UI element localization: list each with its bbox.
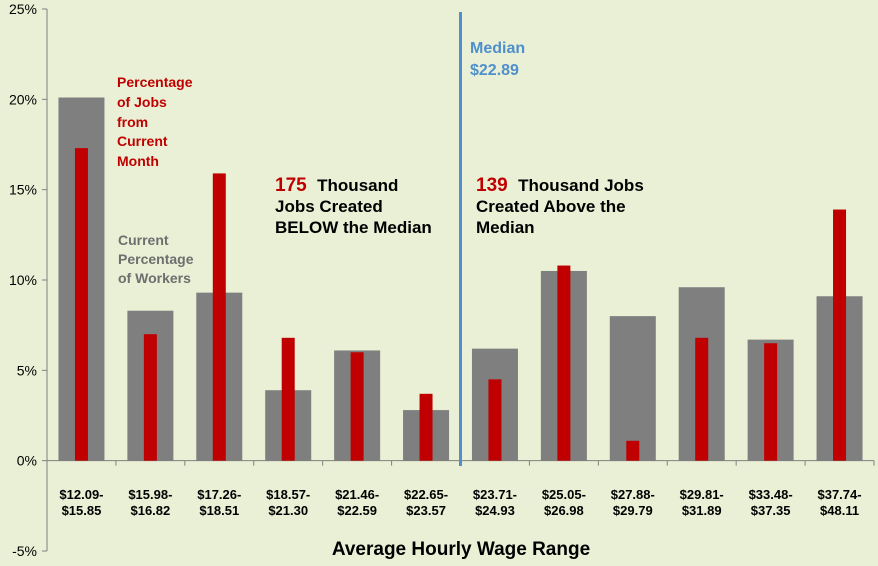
- y-tick-label: 10%: [9, 272, 37, 288]
- jobs-bar: [419, 393, 433, 461]
- x-tick-label: $21.46-$22.59: [335, 487, 379, 518]
- x-tick-label: $17.26-$18.51: [197, 487, 241, 518]
- x-tick-label: $29.81-$31.89: [680, 487, 724, 518]
- red-series-annotation: Percentage of Jobs from Current Month: [117, 74, 196, 169]
- jobs-bar: [143, 334, 157, 461]
- jobs-bar: [74, 148, 88, 461]
- y-tick-label: 15%: [9, 182, 37, 198]
- y-tick-label: -5%: [12, 543, 37, 559]
- x-tick-label: $23.71-$24.93: [473, 487, 517, 518]
- workers-bar: [609, 316, 656, 461]
- y-tick-label: 0%: [17, 453, 37, 469]
- jobs-bar: [212, 173, 226, 461]
- y-tick-label: 25%: [9, 1, 37, 17]
- jobs-bar: [695, 337, 709, 461]
- jobs-bar: [764, 343, 778, 461]
- jobs-bar: [281, 337, 295, 461]
- jobs-bar: [350, 352, 364, 461]
- y-tick-label: 20%: [9, 91, 37, 107]
- x-axis-label: Average Hourly Wage Range: [332, 539, 590, 560]
- x-tick-label: $12.09-$15.85: [59, 487, 103, 518]
- x-tick-labels: $12.09-$15.85 $15.98-$16.82 $17.26-$18.51 $…: [59, 487, 861, 518]
- above-median-annotation: 139 Thousand Jobs Created Above the Medi…: [476, 175, 648, 237]
- x-tick-label: $18.57-$21.30: [266, 487, 310, 518]
- gray-series-annotation: Current Percentage of Workers: [118, 232, 197, 286]
- below-median-annotation: 175 Thousand Jobs Created BELOW the Medi…: [275, 175, 432, 237]
- median-label: Median $22.89: [470, 40, 530, 79]
- x-tick-label: $37.74-$48.11: [817, 487, 861, 518]
- x-tick-label: $22.65-$23.57: [404, 487, 448, 518]
- y-tick-label: 5%: [17, 362, 37, 378]
- x-tick-label: $15.98-$16.82: [128, 487, 172, 518]
- x-tick-label: $33.48-$37.35: [749, 487, 793, 518]
- jobs-bar: [488, 379, 502, 461]
- x-tick-label: $25.05-$26.98: [542, 487, 586, 518]
- jobs-bar: [833, 209, 847, 461]
- jobs-series: [74, 148, 847, 461]
- jobs-bar: [557, 265, 571, 461]
- jobs-bar: [626, 440, 640, 461]
- x-tick-label: $27.88-$29.79: [611, 487, 655, 518]
